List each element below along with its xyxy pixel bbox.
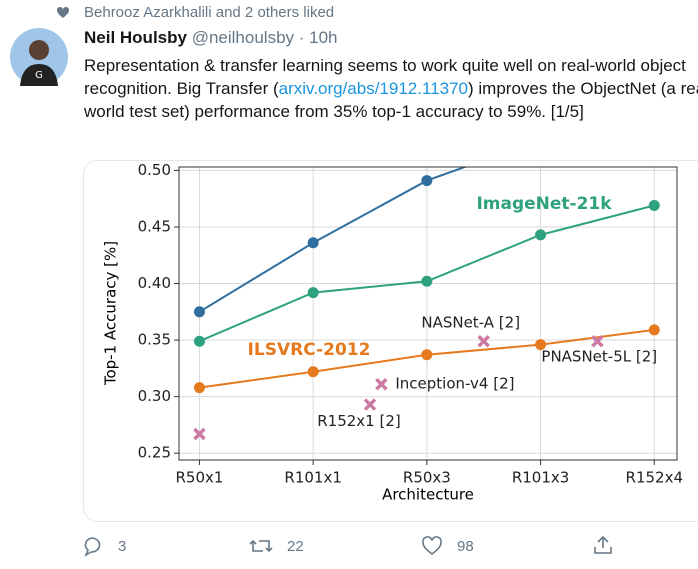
tweet-text: Representation & transfer learning seems… <box>84 54 698 123</box>
scatter-point <box>193 427 206 441</box>
y-tick-label: 0.30 <box>138 387 171 405</box>
chart: Top-1 Accuracy [%] Architecture 0.25 0.30… <box>102 161 684 504</box>
point <box>421 175 433 187</box>
social-context: Behrooz Azarkhalili and 2 others liked <box>84 4 335 21</box>
point <box>193 335 205 347</box>
share-icon[interactable] <box>592 534 614 556</box>
point-label: Inception-v4 [2] <box>395 375 514 393</box>
y-tick-label: 0.50 <box>138 161 171 179</box>
point <box>421 349 433 361</box>
x-tick-label: R152x4 <box>626 469 683 487</box>
like-count: 98 <box>457 538 474 555</box>
y-tick-label: 0.45 <box>138 217 171 235</box>
point <box>648 324 660 336</box>
heart-icon <box>56 6 70 18</box>
scatter-point <box>477 334 490 348</box>
media[interactable]: Top-1 Accuracy [%] Architecture 0.25 0.30… <box>83 160 698 522</box>
x-tick-label: R101x3 <box>512 469 569 487</box>
x-tick-label: R101x1 <box>284 469 341 487</box>
point <box>535 229 547 241</box>
y-tick-label: 0.25 <box>138 444 171 462</box>
avatar[interactable]: G <box>10 28 68 86</box>
link[interactable]: arxiv.org/abs/1912.11370 <box>278 79 468 98</box>
series-label: ImageNet-21k <box>476 194 612 214</box>
series-line <box>198 167 468 313</box>
text: Representation & transfer learning seems… <box>84 56 686 98</box>
point <box>648 199 660 211</box>
point <box>307 237 319 249</box>
scatter-point <box>363 398 377 411</box>
series-label: ILSVRC-2012 <box>248 340 371 360</box>
point <box>193 382 205 394</box>
author-name[interactable]: Neil Houlsby <box>84 28 187 47</box>
tweet-time: · 10h <box>298 28 338 47</box>
scatter-point <box>591 334 604 348</box>
y-tick-label: 0.40 <box>138 274 171 292</box>
x-tick-label: R50x1 <box>175 469 223 487</box>
point <box>307 366 319 378</box>
point-label: NASNet-A [2] <box>421 314 520 332</box>
point <box>535 339 547 351</box>
point-label: R152x1 [2] <box>317 412 401 430</box>
point <box>421 275 433 287</box>
retweet-count: 22 <box>287 538 304 555</box>
scatter-point <box>375 377 388 391</box>
y-axis-label: Top-1 Accuracy [%] <box>102 241 120 386</box>
x-tick-label: R50x3 <box>403 469 451 487</box>
y-tick-label: 0.35 <box>138 331 171 349</box>
x-axis-label: Architecture <box>382 486 474 504</box>
svg-text:G: G <box>35 70 43 81</box>
point-label: PNASNet-5L [2] <box>541 348 657 366</box>
reply-icon[interactable] <box>82 535 104 557</box>
plot-frame <box>178 166 678 461</box>
point <box>193 306 205 318</box>
point <box>307 287 319 299</box>
reply-count: 3 <box>118 538 127 555</box>
text: ) improves the ObjectNet (a real-world t… <box>84 79 698 121</box>
author-handle[interactable]: @neilhoulsby <box>191 28 295 47</box>
tweet-header: Neil Houlsby @neilhoulsby · 10h <box>84 28 338 48</box>
plot-area <box>193 167 660 441</box>
retweet-icon[interactable] <box>248 535 274 557</box>
like-icon[interactable] <box>421 535 443 557</box>
